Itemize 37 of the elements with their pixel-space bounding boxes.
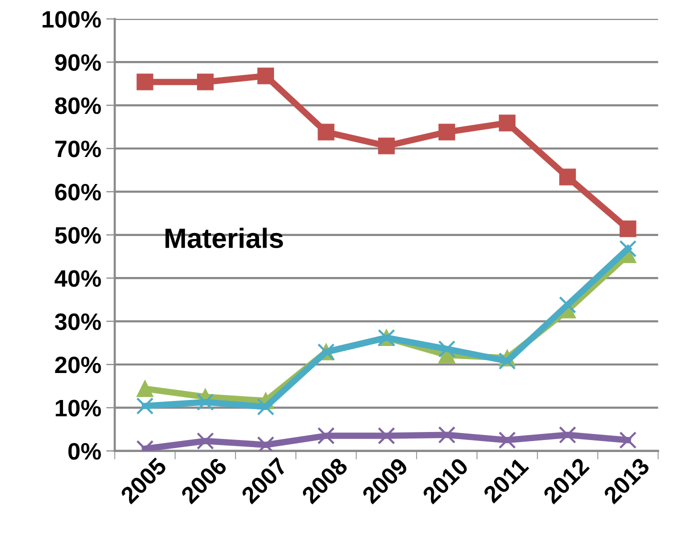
point (438, 124, 456, 140)
point (498, 352, 516, 370)
point (498, 114, 516, 132)
point (558, 296, 576, 314)
point (620, 220, 636, 238)
point (317, 427, 335, 444)
point (257, 68, 274, 84)
point (136, 380, 154, 398)
y-tick-label: 90% (55, 54, 101, 71)
text: Materials (166, 228, 283, 248)
point (257, 436, 274, 451)
y-tick-label: 20% (55, 356, 101, 374)
point (559, 168, 576, 186)
y-tick-label: 100% (42, 10, 101, 28)
y-tick-label: 30% (54, 313, 101, 330)
y-tick-label: 70% (55, 140, 101, 158)
point (378, 427, 396, 444)
y-tick-label: 50% (55, 226, 101, 244)
point (438, 340, 456, 358)
point (619, 240, 637, 258)
point (619, 431, 637, 449)
point (558, 426, 576, 444)
point (136, 397, 154, 415)
point (378, 138, 395, 154)
y-tick-label: 10% (56, 400, 101, 416)
point (196, 432, 214, 450)
point (498, 431, 516, 449)
point (196, 74, 214, 90)
y-tick-label: 0% (68, 442, 101, 460)
point (196, 393, 214, 411)
y-tick-label: 60% (55, 184, 101, 200)
y-tick-label: 40% (54, 270, 101, 287)
point (257, 398, 274, 416)
y-tick-label: 80% (55, 97, 101, 114)
point (318, 124, 334, 140)
point (438, 426, 456, 444)
point (136, 74, 154, 90)
